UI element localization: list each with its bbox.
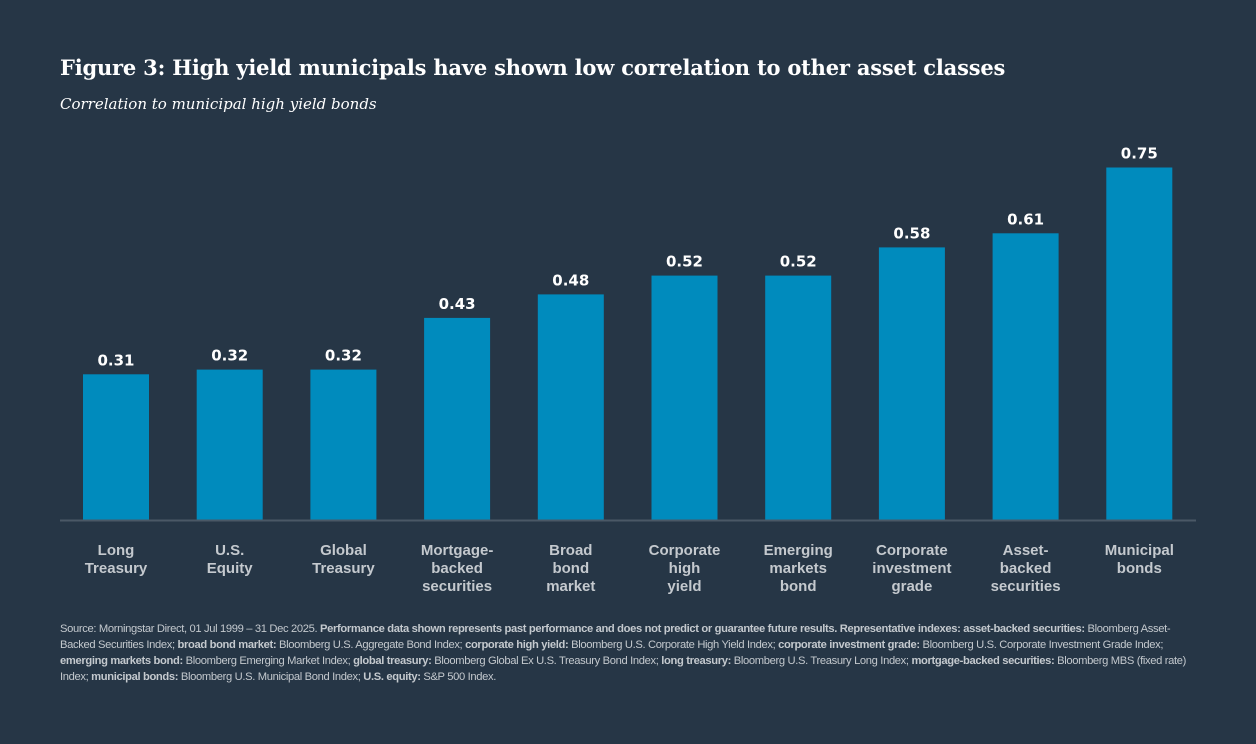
footnote-segment: Source: Morningstar Direct, 01 Jul 1999 … — [60, 623, 320, 635]
footnote-segment: Bloomberg Global Ex U.S. Treasury Bond I… — [431, 655, 662, 667]
footnote-segment: long treasury: — [661, 655, 731, 667]
value-label-broad-bond-market: 0.48 — [552, 271, 589, 289]
footnote-segment: Bloomberg Emerging Market Index; — [182, 655, 354, 667]
bars-group — [83, 167, 1173, 521]
footnote-segment: mortgage-backed securities: — [911, 655, 1055, 667]
footnote-segment: S&P 500 Index. — [420, 671, 496, 683]
chart-title: Figure 3: High yield municipals have sho… — [60, 55, 1006, 80]
value-label-corporate-high-yield: 0.52 — [666, 253, 703, 271]
footnote-segment: corporate investment grade: — [778, 639, 920, 651]
chart-subtitle: Correlation to municipal high yield bond… — [60, 95, 377, 113]
source-footnote: Source: Morningstar Direct, 01 Jul 1999 … — [60, 621, 1200, 685]
bar-emerging-markets-bond — [765, 275, 832, 520]
value-label-corporate-investment-grade: 0.58 — [893, 224, 930, 242]
footnote-segment: global treasury: — [353, 655, 432, 667]
footnote-segment: Bloomberg U.S. Corporate High Yield Inde… — [568, 639, 779, 651]
category-label-broad-bond-market: Broad bond market — [546, 542, 595, 595]
bar-corporate-investment-grade — [878, 247, 945, 520]
bar-chart: 0.31 0.32 0.32 0.43 0.48 0.52 0.52 0.58 0.61 0.75… — [60, 145, 1196, 595]
value-label-asset-backed-securities: 0.61 — [1007, 210, 1044, 228]
value-label-u-s-equity: 0.32 — [211, 347, 248, 365]
footnote-segment: Bloomberg U.S. Municipal Bond Index; — [178, 671, 364, 683]
footnote-segment: emerging markets bond: — [60, 655, 183, 667]
bar-broad-bond-market — [537, 294, 604, 520]
value-label-mortgage-backed-securities: 0.43 — [439, 295, 476, 313]
category-label-emerging-markets-bond: Emerging markets bond — [764, 542, 833, 595]
category-label-asset-backed-securities: Asset-backed securities — [991, 542, 1061, 595]
footnote-segment: Bloomberg U.S. Treasury Long Index; — [731, 655, 912, 667]
value-label-emerging-markets-bond: 0.52 — [780, 253, 817, 271]
bar-corporate-high-yield — [651, 275, 718, 520]
footnote-segment: corporate high yield: — [465, 639, 569, 651]
footnote-segment: Bloomberg Asset-Backed Securities Index; — [60, 623, 1171, 651]
footnote-segment: Bloomberg U.S. Corporate Investment Grad… — [919, 639, 1164, 651]
value-label-long-treasury: 0.31 — [97, 351, 134, 369]
footnote-segment: Bloomberg U.S. Aggregate Bond Index; — [276, 639, 466, 651]
bar-long-treasury — [83, 374, 149, 520]
footnote-segment: U.S. equity: — [363, 671, 421, 683]
footnote-segment: broad bond market: — [177, 639, 277, 651]
category-label-municipal-bonds: Municipal bonds — [1105, 542, 1174, 577]
bar-municipal-bonds — [1106, 167, 1173, 520]
footnote-segment: Performance data shown represents past p… — [319, 623, 1085, 635]
bar-u-s-equity — [196, 369, 263, 520]
footnote-segment: Bloomberg MBS (fixed rate) Index; — [60, 655, 1187, 683]
bar-asset-backed-securities — [992, 233, 1059, 521]
bar-global-treasury — [310, 369, 377, 520]
category-label-long-treasury: Long Treasury — [85, 542, 148, 577]
category-labels-group: Long Treasury U.S. Equity Global Treasury Mort… — [85, 542, 1174, 595]
footnote-segment: municipal bonds: — [91, 671, 179, 683]
category-label-global-treasury: Global Treasury — [312, 542, 375, 577]
value-label-municipal-bonds: 0.75 — [1121, 145, 1158, 163]
category-label-u-s-equity: U.S. Equity — [207, 542, 253, 577]
bar-mortgage-backed-securities — [424, 317, 491, 520]
value-labels-group: 0.31 0.32 0.32 0.43 0.48 0.52 0.52 0.58 0.61 0.75 — [97, 145, 1157, 370]
category-label-corporate-investment-grade: Corporate investment grade — [872, 542, 951, 595]
category-label-mortgage-backed-securities: Mortgage-backed securities — [421, 542, 494, 595]
value-label-global-treasury: 0.32 — [325, 347, 362, 365]
category-label-corporate-high-yield: Corporate high yield — [649, 542, 721, 595]
